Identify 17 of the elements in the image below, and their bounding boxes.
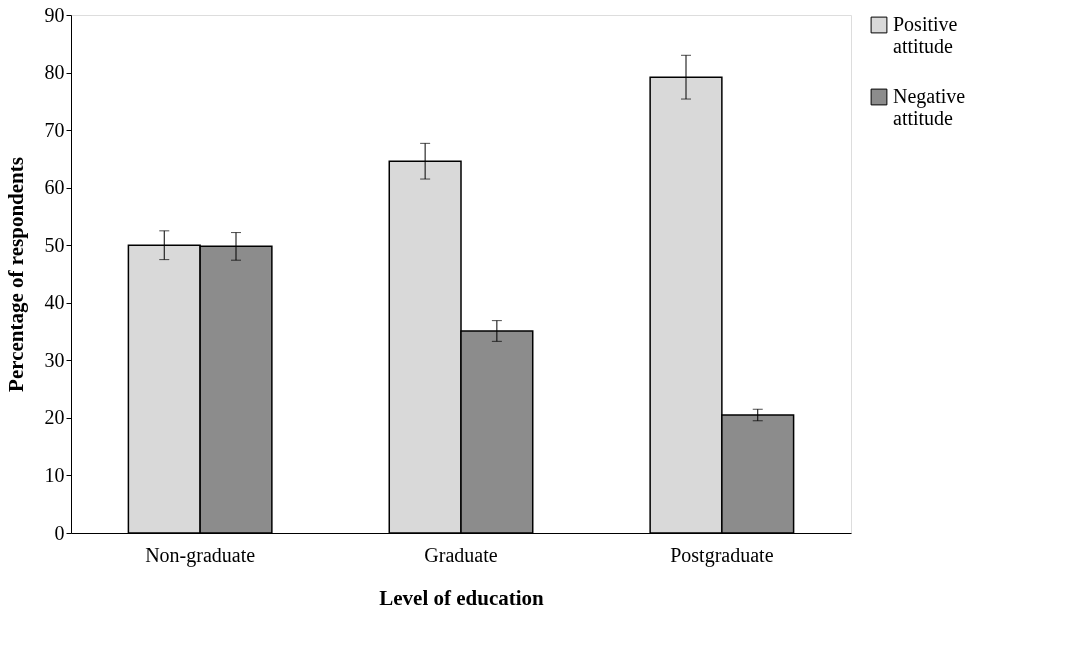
y-tick-label: 30 — [44, 348, 65, 371]
y-tick-label: 70 — [44, 118, 65, 141]
x-tick-label: Non-graduate — [145, 543, 256, 567]
y-tick-label: 0 — [54, 521, 65, 544]
y-axis-title: Percentage of respondents — [3, 157, 28, 392]
y-tick-label: 90 — [44, 3, 65, 26]
x-tick-label: Graduate — [424, 543, 498, 566]
y-tick-label: 50 — [44, 233, 65, 256]
legend-label: Positive attitude — [893, 13, 958, 57]
y-tick-label: 10 — [44, 463, 65, 486]
legend-label: Negative attitude — [893, 85, 966, 129]
x-axis-title: Level of education — [379, 585, 545, 610]
x-tick-label: Postgraduate — [670, 543, 774, 567]
y-tick-label: 80 — [44, 61, 65, 84]
y-tick-label: 60 — [44, 176, 65, 199]
y-tick-label: 40 — [44, 291, 65, 314]
y-tick-label: 20 — [44, 406, 65, 429]
